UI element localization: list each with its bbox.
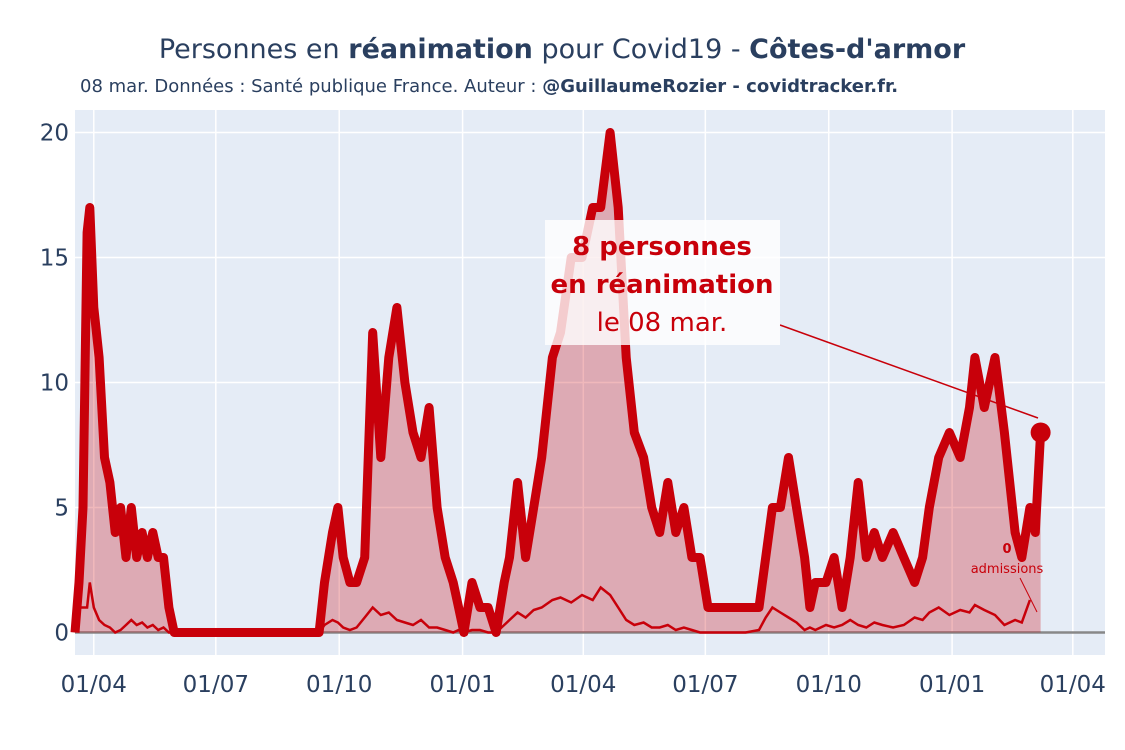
admissions-label: 0 xyxy=(1002,542,1011,557)
x-tick-label: 01/10 xyxy=(796,672,862,698)
x-tick-label: 01/10 xyxy=(306,672,372,698)
y-tick-label: 5 xyxy=(54,496,69,522)
annotation-text: le 08 mar. xyxy=(597,308,728,338)
y-tick-label: 15 xyxy=(40,246,69,272)
line xyxy=(73,582,1032,634)
x-tick-label: 01/04 xyxy=(61,672,127,698)
x-tick-label: 01/07 xyxy=(183,672,249,698)
area xyxy=(75,132,1041,633)
y-tick-label: 0 xyxy=(54,621,69,647)
subtitle: 08 mar. Données : Santé publique France.… xyxy=(80,76,898,97)
y-tick-label: 10 xyxy=(40,371,69,397)
x-tick-label: 01/04 xyxy=(550,672,616,698)
annotation-box xyxy=(545,220,780,345)
annotation-text: 8 personnes xyxy=(572,232,752,262)
annotation-arrow xyxy=(779,324,1039,419)
x-tick-label: 01/01 xyxy=(429,672,495,698)
x-tick-label: 01/07 xyxy=(672,672,738,698)
admissions-label: admissions xyxy=(971,562,1044,577)
annotation-text: en réanimation xyxy=(551,270,774,300)
x-tick-label: 01/04 xyxy=(1040,672,1106,698)
x-tick-label: 01/01 xyxy=(919,672,985,698)
last-point xyxy=(1030,422,1051,443)
admissions-arrow xyxy=(1019,577,1038,613)
chart-title: Personnes en réanimation pour Covid19 - … xyxy=(159,34,966,65)
y-tick-label: 20 xyxy=(40,121,69,147)
